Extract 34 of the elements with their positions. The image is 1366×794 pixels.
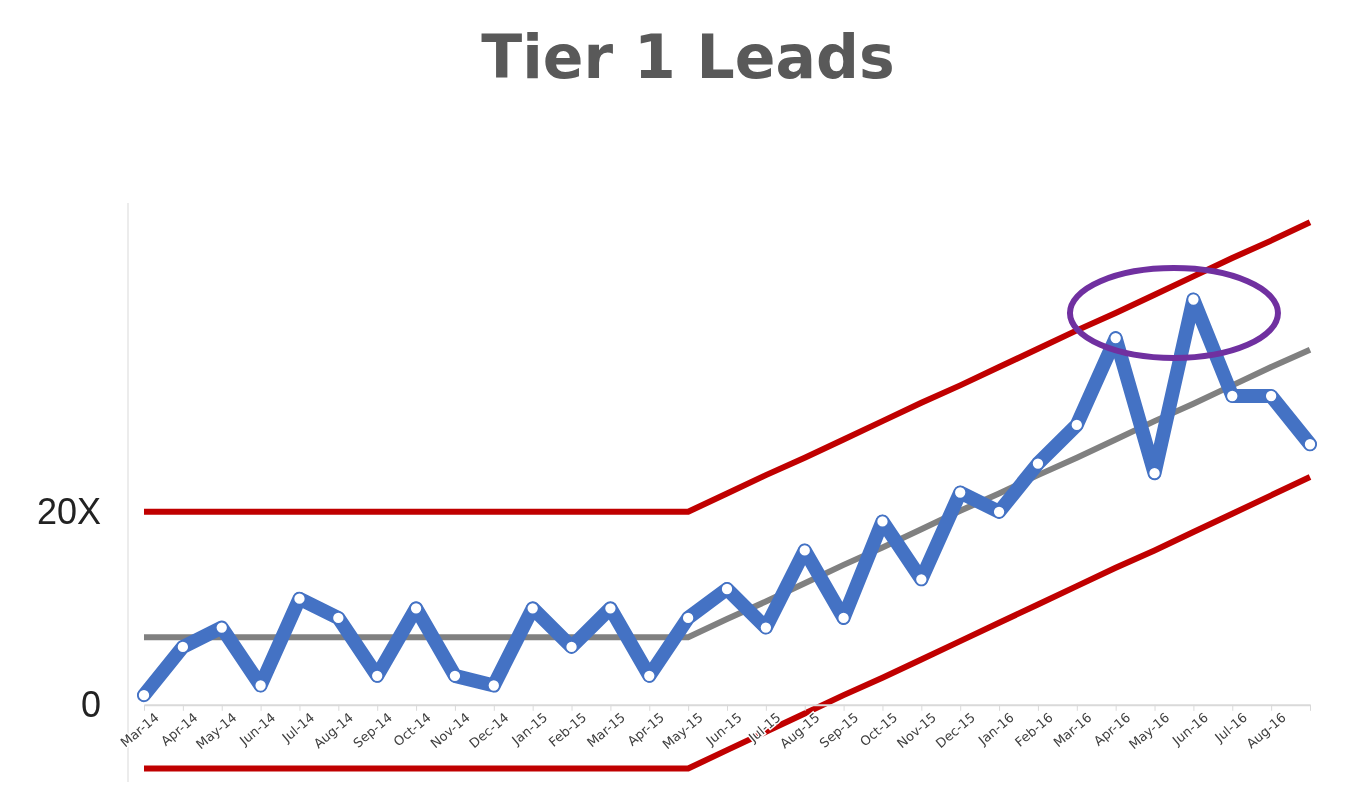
point [176, 640, 190, 654]
point [526, 601, 540, 615]
point [1147, 466, 1162, 480]
point [331, 611, 345, 625]
point [603, 601, 618, 615]
y-tick-label: 0 [80, 683, 101, 725]
point [798, 543, 812, 558]
point [487, 678, 501, 693]
point [953, 485, 967, 500]
point [215, 620, 229, 635]
point [1225, 389, 1239, 403]
point [875, 514, 890, 529]
point [564, 640, 579, 654]
point [720, 582, 734, 596]
point [642, 669, 656, 683]
point [292, 591, 307, 606]
point [914, 572, 928, 587]
point [1264, 389, 1278, 403]
point [681, 611, 695, 625]
point [409, 601, 423, 615]
point [1186, 292, 1201, 307]
chart-title: Tier 1 Leads [481, 22, 895, 92]
point [1303, 437, 1317, 451]
point [836, 611, 851, 625]
point [253, 678, 268, 693]
point [759, 620, 773, 635]
point [1031, 456, 1045, 471]
point [137, 688, 151, 702]
point [992, 505, 1006, 519]
point [1070, 418, 1084, 432]
y-tick-label: 20X [36, 490, 101, 532]
point [370, 669, 384, 683]
point [1109, 331, 1123, 345]
point [448, 669, 462, 683]
